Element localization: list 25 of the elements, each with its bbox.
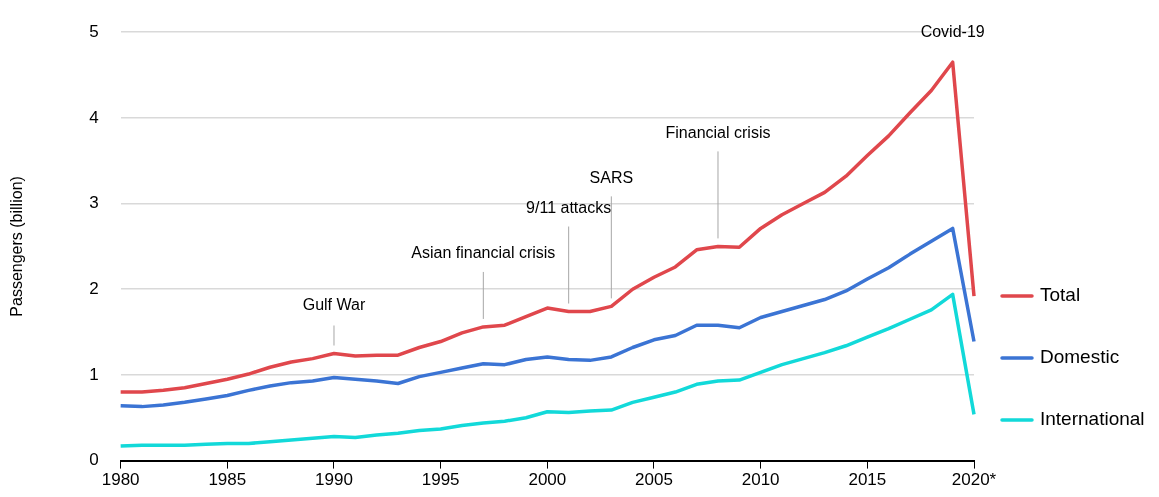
x-tick-label: 2020* [951, 470, 997, 490]
x-tick-label: 1985 [208, 470, 247, 490]
x-tick-label: 2015 [848, 470, 887, 490]
x-tick-label: 1995 [421, 470, 460, 490]
legend-label: Domestic [1040, 346, 1120, 368]
annotation: SARS [589, 168, 634, 186]
x-tick-label: 1990 [315, 470, 353, 490]
x-tick-label: 2005 [635, 470, 673, 490]
y-tick-label: 1 [89, 364, 99, 384]
annotation: Covid-19 [920, 22, 985, 40]
y-tick-label: 2 [89, 278, 99, 298]
y-tick-label: 3 [89, 193, 99, 213]
y-tick-label: 0 [89, 450, 99, 470]
x-tick-label: 2000 [528, 470, 567, 490]
annotation: Asian financial crisis [411, 244, 556, 262]
y-tick-label: 4 [89, 107, 99, 127]
legend-label: Total [1040, 284, 1081, 306]
x-tick-label: 1980 [101, 470, 140, 490]
y-tick-label: 5 [89, 21, 99, 41]
annotation: 9/11 attacks [526, 198, 612, 216]
legend-label: International [1040, 408, 1145, 430]
y-axis-title: Passengers (billion) [8, 176, 26, 317]
annotation: Gulf War [302, 295, 366, 313]
x-tick-label: 2010 [741, 470, 780, 490]
annotation: Financial crisis [665, 123, 771, 141]
